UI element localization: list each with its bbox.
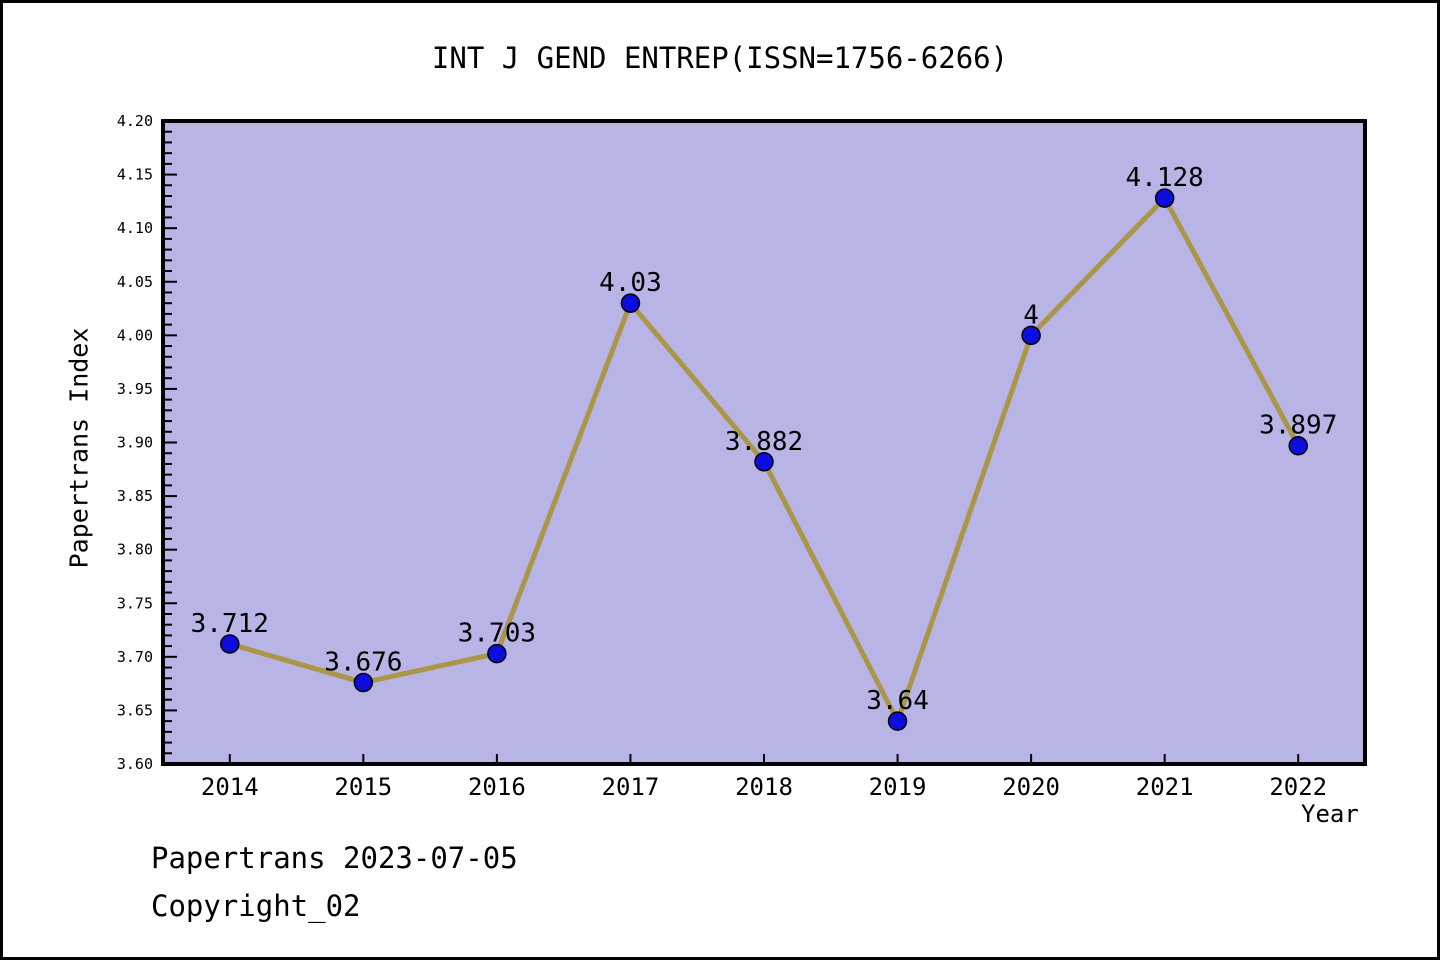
- data-point-2016: [487, 643, 507, 664]
- plot-area: [163, 121, 1365, 764]
- x-axis-tick-label: 2020: [1002, 773, 1060, 801]
- y-axis-tick-label: 3.75: [117, 594, 153, 612]
- x-axis-tick-label: 2018: [735, 773, 793, 801]
- chart-title: INT J GEND ENTREP(ISSN=1756-6266): [431, 41, 1009, 75]
- data-point-2021: [1154, 188, 1175, 208]
- x-axis-tick-label: 2019: [869, 773, 927, 801]
- y-axis-tick-label: 4.00: [117, 326, 153, 344]
- data-point-2017: [620, 293, 641, 313]
- x-axis-tick-label: 2021: [1136, 773, 1194, 801]
- data-point-2015: [353, 672, 374, 693]
- data-point-label: 3.712: [191, 609, 269, 639]
- y-axis-tick-label: 3.95: [117, 380, 153, 398]
- data-point-2014: [220, 634, 240, 654]
- y-axis-tick-label: 4.10: [117, 219, 153, 237]
- x-axis-tick-label: 2016: [468, 773, 526, 801]
- y-axis-tick-label: 3.65: [117, 701, 153, 719]
- data-point-2018: [754, 452, 774, 472]
- y-axis-tick-label: 3.60: [117, 755, 153, 773]
- y-axis-tick-label: 4.15: [117, 166, 153, 184]
- data-point-label: 4.03: [599, 268, 662, 298]
- y-axis-tick-label: 4.05: [117, 273, 153, 291]
- y-axis-tick-label: 3.80: [117, 541, 153, 559]
- y-axis-tick-label: 4.20: [117, 112, 153, 130]
- x-axis-tick-label: 2015: [334, 773, 392, 801]
- plot-frame: [161, 119, 1367, 766]
- data-point-2020: [1021, 325, 1041, 346]
- y-axis-tick-label: 3.85: [117, 487, 153, 505]
- data-point-label: 3.676: [324, 648, 402, 678]
- watermark-date: Papertrans 2023-07-05: [151, 841, 518, 875]
- data-point-label: 4.128: [1126, 163, 1204, 193]
- data-point-label: 3.897: [1259, 411, 1337, 441]
- watermark-copyright: Copyright_02: [151, 889, 361, 923]
- x-axis-tick-label: 2022: [1269, 773, 1327, 801]
- data-point-label: 4: [1023, 300, 1039, 330]
- data-point-2022: [1288, 435, 1308, 456]
- y-axis-tick-label: 3.70: [117, 648, 153, 666]
- x-axis-tick-label: 2017: [602, 773, 660, 801]
- x-axis-tick-label: 2014: [201, 773, 259, 801]
- data-point-label: 3.882: [725, 427, 803, 457]
- y-axis-tick-label: 3.90: [117, 434, 153, 452]
- data-point-label: 3.64: [866, 686, 929, 716]
- x-axis-label: Year: [1301, 800, 1359, 828]
- data-point-2019: [887, 711, 908, 731]
- data-point-label: 3.703: [458, 619, 536, 649]
- chart-canvas: 3.60 3.65 3.70 3.75 3.80 3.85 3.90 3.95 4.00 4.05…: [117, 112, 1367, 801]
